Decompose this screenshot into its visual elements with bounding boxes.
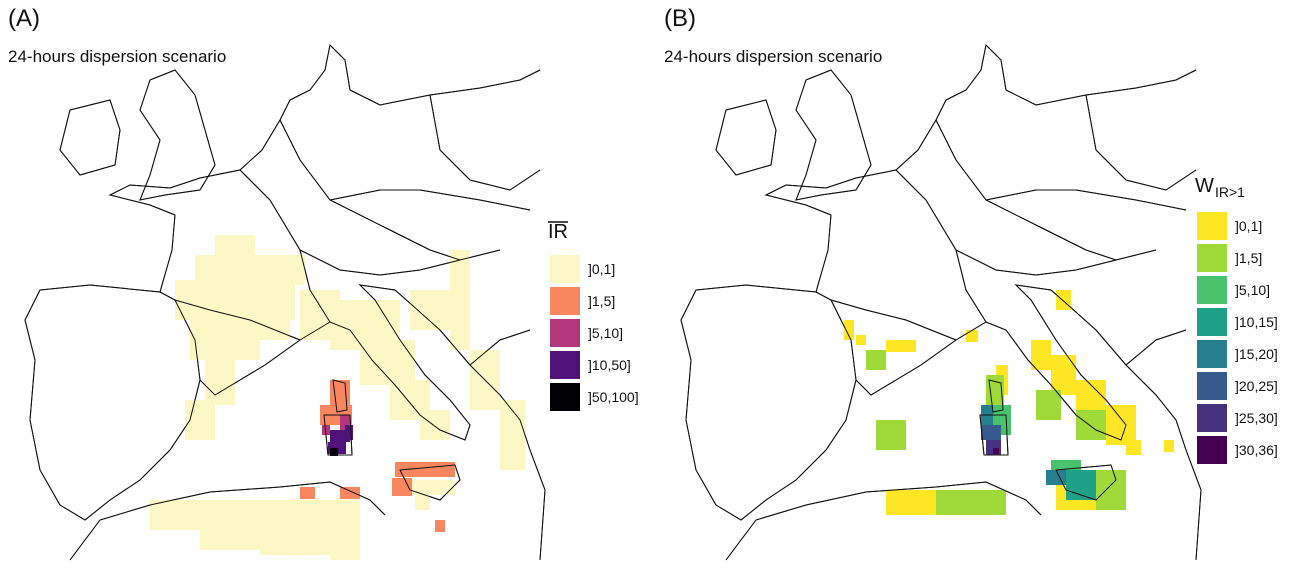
- legend-label: ]0,1]: [588, 261, 615, 277]
- raster-cell: [856, 335, 866, 345]
- raster-cell: [866, 350, 886, 370]
- legend-label: ]1,5]: [588, 293, 615, 309]
- raster-cell: [1096, 470, 1126, 510]
- panel-label: (B): [664, 5, 696, 32]
- raster-cell: [500, 400, 525, 470]
- raster-cell: [435, 520, 445, 532]
- raster-cell: [205, 360, 235, 405]
- legend-label: ]1,5]: [1235, 250, 1262, 266]
- raster-cell: [345, 425, 353, 440]
- raster-cell: [1031, 340, 1051, 370]
- raster-cell: [420, 410, 450, 440]
- legend-label: ]50,100]: [588, 389, 639, 405]
- legend-swatch: [550, 287, 580, 315]
- raster-cell: [300, 487, 315, 499]
- raster-cell: [876, 420, 906, 450]
- raster-cell: [993, 448, 999, 454]
- legend-label: ]25,30]: [1235, 410, 1278, 426]
- raster-cell: [966, 330, 978, 342]
- legend-label: ]0,1]: [1235, 218, 1262, 234]
- raster-cell: [1046, 470, 1066, 485]
- legend-label: ]15,20]: [1235, 346, 1278, 362]
- legend-label: ]5,10]: [1235, 282, 1270, 298]
- legend-label: ]10,15]: [1235, 314, 1278, 330]
- raster-cell: [886, 340, 916, 352]
- legend-swatch: [550, 255, 580, 283]
- legend-title: IR: [548, 221, 568, 243]
- raster-cell: [936, 490, 1006, 515]
- legend-swatch: [1197, 244, 1227, 272]
- raster-cell: [190, 320, 260, 360]
- legend-swatch: [1197, 372, 1227, 400]
- raster-cell: [392, 478, 412, 496]
- raster-cell: [1164, 440, 1174, 452]
- raster-cell: [1036, 390, 1061, 420]
- legend-swatch: [1197, 404, 1227, 432]
- panel-subtitle: 24-hours dispersion scenario: [664, 47, 882, 66]
- raster-cell: [330, 448, 338, 456]
- raster-cell: [330, 500, 360, 560]
- raster-cell: [1126, 440, 1141, 455]
- raster-cell: [175, 280, 295, 320]
- legend-title-subscript: IR>1: [1215, 184, 1245, 200]
- raster-cell: [1106, 405, 1136, 445]
- legend-label: ]30,36]: [1235, 442, 1278, 458]
- legend-swatch: [1197, 436, 1227, 464]
- legend-swatch: [1197, 308, 1227, 336]
- raster-cell: [415, 495, 430, 510]
- raster-cell: [981, 425, 1001, 440]
- legend-swatch: [550, 383, 580, 411]
- raster-cell: [260, 540, 340, 555]
- legend-swatch: [1197, 212, 1227, 240]
- raster-cell: [340, 487, 360, 499]
- legend-swatch: [1197, 276, 1227, 304]
- raster-cell: [395, 462, 455, 477]
- panel-subtitle: 24-hours dispersion scenario: [8, 47, 226, 66]
- panel-label: (A): [8, 5, 40, 32]
- legend-title: W: [1195, 175, 1214, 197]
- legend-label: ]10,50]: [588, 357, 631, 373]
- raster-cells: [150, 235, 1174, 560]
- raster-cell: [1076, 410, 1106, 440]
- raster-cell: [844, 320, 854, 340]
- legend-swatch: [550, 319, 580, 347]
- raster-cell: [410, 290, 450, 330]
- legend-label: ]5,10]: [588, 325, 623, 341]
- raster-cell: [360, 340, 415, 385]
- raster-cell: [450, 250, 470, 350]
- legend-label: ]20,25]: [1235, 378, 1278, 394]
- legend-swatch: [550, 351, 580, 379]
- raster-cell: [1056, 290, 1071, 310]
- legend-swatch: [1197, 340, 1227, 368]
